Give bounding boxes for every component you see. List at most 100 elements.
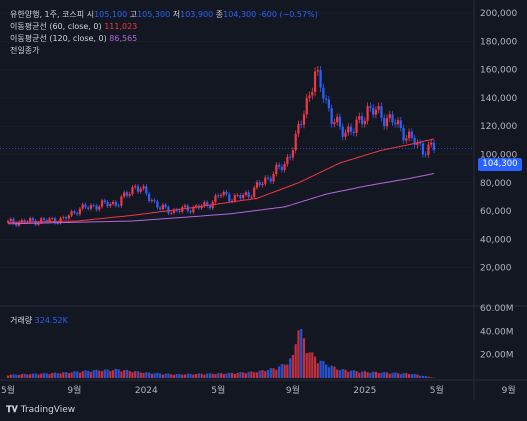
candle-body: [313, 71, 317, 92]
ma120-label: 이동평균선 (120, close, 0): [10, 34, 107, 43]
candle-body: [272, 173, 275, 182]
volume-bar: [197, 373, 200, 378]
candle-body: [369, 106, 372, 108]
candle-body: [383, 117, 386, 127]
ma60-line: [8, 138, 435, 223]
candle-body: [195, 205, 198, 208]
candle-body: [275, 164, 278, 174]
candle-body: [178, 210, 181, 212]
candle-body: [319, 70, 322, 88]
volume-bar: [161, 374, 165, 378]
volume-bar: [319, 360, 322, 378]
volume-bar: [145, 372, 148, 378]
volume-bar: [363, 371, 366, 378]
candle-body: [266, 177, 270, 179]
volume-bar: [45, 373, 48, 378]
volume-bar: [189, 373, 192, 378]
candle-body: [222, 191, 225, 196]
volume-bar: [170, 374, 173, 378]
volume-bar: [264, 371, 267, 378]
volume-bar: [172, 374, 176, 378]
volume-bar: [92, 370, 95, 378]
legend-symbol-line: 유한양행, 1주, 코스피 시105,100 고105,300 저103,900…: [10, 10, 318, 20]
volume-bar: [136, 371, 140, 378]
tradingview-brand[interactable]: 𝐓𝐕 TradingView: [6, 405, 75, 415]
candle-body: [59, 217, 62, 224]
volume-bar: [242, 372, 245, 378]
volume-bar: [385, 372, 389, 378]
candle-body: [344, 132, 347, 137]
volume-bar: [208, 373, 212, 378]
candle-body: [103, 200, 106, 202]
volume-bar: [147, 372, 151, 378]
candle-body: [244, 192, 247, 195]
candle-body: [208, 205, 212, 209]
candle-body: [189, 210, 192, 213]
volume-bar: [87, 370, 90, 378]
volume-bar: [352, 370, 355, 378]
volume-bar: [67, 372, 70, 378]
volume-bar: [341, 369, 344, 378]
volume-bar: [123, 370, 126, 378]
volume-legend[interactable]: 거래량 324.52K: [10, 316, 68, 326]
volume-bar: [214, 374, 217, 378]
volume-bar: [330, 365, 333, 378]
volume-bar: [17, 374, 21, 378]
candle-body: [139, 188, 142, 192]
low-label: 저: [172, 10, 181, 19]
candle-body: [261, 183, 264, 186]
volume-bar: [269, 368, 272, 378]
candle-body: [48, 218, 51, 222]
volume-bar: [336, 369, 339, 378]
candle-body: [53, 218, 57, 223]
volume-bar: [261, 370, 264, 378]
volume-bar: [100, 371, 104, 378]
candle-body: [29, 218, 32, 222]
price-tick-label: 100,000: [480, 151, 517, 161]
candle-body: [228, 194, 231, 202]
candle-body: [430, 142, 433, 145]
volume-bar: [313, 356, 317, 378]
candle-body: [413, 137, 416, 145]
volume-bar: [302, 338, 306, 378]
candle-body: [123, 192, 126, 197]
candle-body: [134, 186, 137, 188]
symbol-name: 유한양행, 1주, 코스피: [10, 10, 85, 19]
candle-body: [416, 142, 419, 145]
volume-bar: [150, 373, 153, 378]
volume-bar: [402, 373, 405, 378]
candle-body: [117, 205, 120, 207]
candle-body: [147, 193, 151, 201]
candle-body: [291, 150, 295, 158]
volume-bar: [181, 374, 184, 378]
candle-body: [217, 195, 220, 197]
volume-bar: [277, 366, 281, 378]
candle-body: [316, 70, 319, 72]
volume-bar: [280, 364, 283, 378]
volume-bar: [430, 377, 433, 378]
volume-bar: [283, 364, 286, 378]
volume-bar: [396, 373, 400, 378]
candle-body: [145, 186, 148, 194]
ma60-legend[interactable]: 이동평균선 (60, close, 0) 111,023: [10, 22, 137, 32]
candle-body: [427, 144, 430, 155]
ma120-legend[interactable]: 이동평균선 (120, close, 0) 86,565: [10, 34, 137, 44]
volume-bar: [53, 372, 57, 378]
candle-body: [73, 211, 76, 214]
candle-body: [42, 218, 46, 220]
volume-bar: [23, 373, 26, 378]
volume-bar: [369, 372, 372, 378]
candle-body: [297, 124, 300, 134]
volume-bar: [419, 375, 422, 378]
candle-body: [170, 212, 173, 214]
prev-close-legend[interactable]: 전일종가: [10, 46, 39, 56]
volume-bar: [399, 374, 402, 378]
candle-body: [305, 97, 308, 115]
volume-bar: [186, 373, 189, 378]
candle-body: [15, 223, 18, 226]
current-price-tag: 104,300: [478, 158, 522, 171]
candle-body: [402, 128, 405, 141]
candle-body: [98, 206, 101, 210]
volume-bar: [164, 373, 167, 378]
